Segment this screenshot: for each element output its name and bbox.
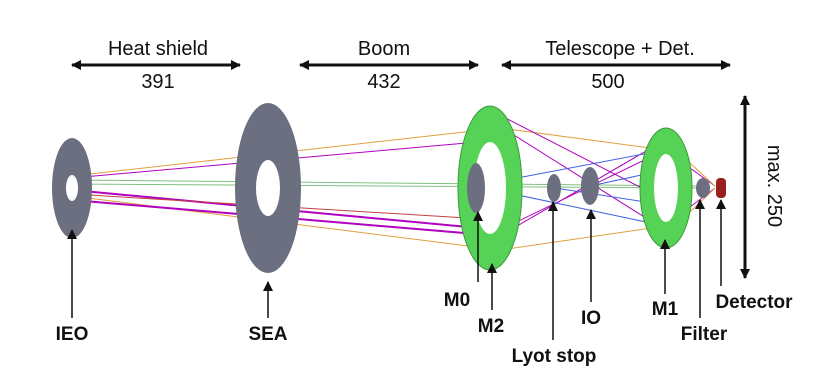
heat-shield-dimension: Heat shield 391: [71, 38, 241, 93]
telescope-value: 500: [591, 71, 624, 93]
filter-disk: [696, 178, 710, 198]
m2-label: M2: [478, 316, 504, 337]
detector-label: Detector: [715, 292, 793, 313]
max-height-label: max. 250: [763, 145, 785, 227]
m0-mirror: [467, 163, 485, 213]
filter-label: Filter: [681, 324, 728, 345]
io-disk: [581, 167, 599, 205]
m1-mirror: [639, 127, 693, 249]
lyot-stop-disk: [547, 174, 561, 202]
io-label: IO: [581, 308, 601, 329]
telescope-label: Telescope + Det.: [545, 38, 695, 60]
m1-label: M1: [652, 299, 679, 320]
light-rays: [71, 109, 716, 251]
heat-shield-value: 391: [141, 71, 174, 93]
ieo-disk: [52, 138, 92, 238]
sea-label: SEA: [248, 324, 287, 345]
boom-value: 432: [367, 71, 400, 93]
boom-label: Boom: [358, 38, 410, 60]
boom-dimension: Boom 432: [299, 38, 479, 93]
telescope-dimension: Telescope + Det. 500: [501, 38, 731, 93]
pointer-arrows: [67, 199, 726, 340]
lyot-stop-label: Lyot stop: [512, 346, 597, 367]
m0-label: M0: [444, 290, 470, 311]
detector-box: [716, 178, 726, 198]
sea-disk: [235, 103, 301, 273]
max-height-dimension: max. 250: [740, 95, 785, 279]
heat-shield-label: Heat shield: [108, 38, 208, 60]
ieo-label: IEO: [56, 324, 89, 345]
